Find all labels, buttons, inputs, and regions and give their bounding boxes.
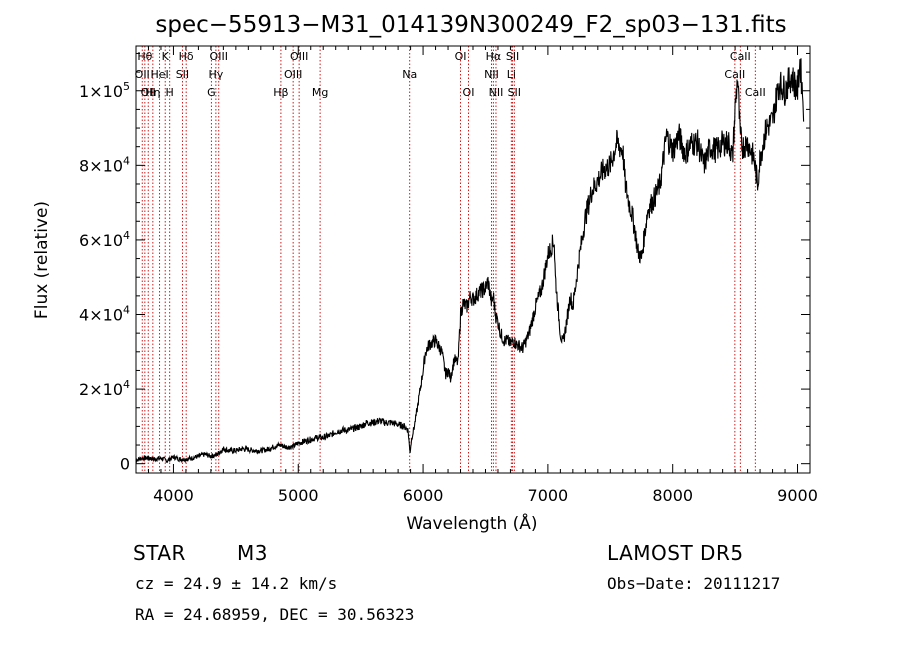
x-tick-label: 4000 <box>153 486 194 505</box>
y-tick-exponent: 5 <box>123 80 130 93</box>
emission-line-label: Hβ <box>273 86 288 99</box>
emission-line-label: K <box>162 50 170 63</box>
ra-dec: RA = 24.68959, DEC = 30.56323 <box>135 605 415 624</box>
y-axis-label: Flux (relative) <box>32 201 52 319</box>
x-tick-label: 5000 <box>278 486 319 505</box>
emission-line-label: CaII <box>730 50 751 63</box>
y-tick-exponent: 4 <box>123 229 130 242</box>
chart-title: spec−55913−M31_014139N300249_F2_sp03−131… <box>155 12 786 38</box>
emission-line-label: OII <box>141 86 156 99</box>
x-axis-label: Wavelength (Å) <box>406 512 537 534</box>
emission-line-label: Li <box>507 68 516 81</box>
emission-line-label: Hδ <box>179 50 194 63</box>
emission-line-label: OI <box>455 50 467 63</box>
emission-line-labels: OIIHθOIIHηHeIKHSIIHδGHγOIIIHβOIIIOIIIMgN… <box>135 50 766 99</box>
emission-line-label: OI <box>463 86 475 99</box>
y-tick-label: 4×104 <box>79 304 130 325</box>
emission-line-label: OII <box>135 68 150 81</box>
x-tick-label: 7000 <box>528 486 569 505</box>
emission-line-label: NII <box>484 68 499 81</box>
survey-name: LAMOST DR5 <box>607 541 744 565</box>
emission-line-label: Hη <box>145 86 160 99</box>
observation-date: Obs−Date: 20111217 <box>607 574 781 593</box>
y-axis-ticks: 0 2×104 4×104 6×104 8×104 1×105 <box>79 52 810 474</box>
emission-line-label: SII <box>176 68 189 81</box>
redshift-cz: cz = 24.9 ± 14.2 km/s <box>135 574 338 593</box>
plot-frame <box>135 45 811 474</box>
x-axis-ticks: 4000 5000 6000 7000 8000 9000 <box>135 46 818 505</box>
emission-line-label: SII <box>508 86 521 99</box>
emission-line-label: Na <box>402 68 417 81</box>
emission-line-label: Hθ <box>137 50 152 63</box>
emission-line-label: CaII <box>724 68 745 81</box>
emission-line-label: HeI <box>150 68 168 81</box>
emission-line-label: G <box>207 86 216 99</box>
emission-line-label: OIII <box>284 68 302 81</box>
y-tick-exponent: 4 <box>123 154 130 167</box>
subclass: M3 <box>237 541 268 565</box>
x-tick-label: 8000 <box>652 486 693 505</box>
emission-line-label: NII <box>489 86 504 99</box>
y-tick-exponent: 4 <box>123 378 130 391</box>
x-tick-label: 6000 <box>403 486 444 505</box>
y-tick-label: 2×104 <box>79 378 130 399</box>
y-tick-label: 6×104 <box>79 229 130 250</box>
emission-line-label: SII <box>506 50 519 63</box>
y-tick-label: 8×104 <box>79 154 130 175</box>
spectrum-line <box>135 58 805 464</box>
x-tick-label: 9000 <box>777 486 818 505</box>
emission-line-label: OIII <box>210 50 228 63</box>
emission-lines <box>141 46 756 473</box>
emission-line-label: Hγ <box>208 68 223 81</box>
emission-line-label: OIII <box>290 50 308 63</box>
emission-line-label: H <box>166 86 174 99</box>
object-class: STAR <box>133 541 186 565</box>
emission-line-label: CaII <box>745 86 766 99</box>
y-tick-label: 1×105 <box>79 80 130 101</box>
emission-line-label: Mg <box>312 86 328 99</box>
y-tick-label: 0 <box>120 455 130 474</box>
y-tick-exponent: 4 <box>123 304 130 317</box>
emission-line-label: Hα <box>486 50 502 63</box>
